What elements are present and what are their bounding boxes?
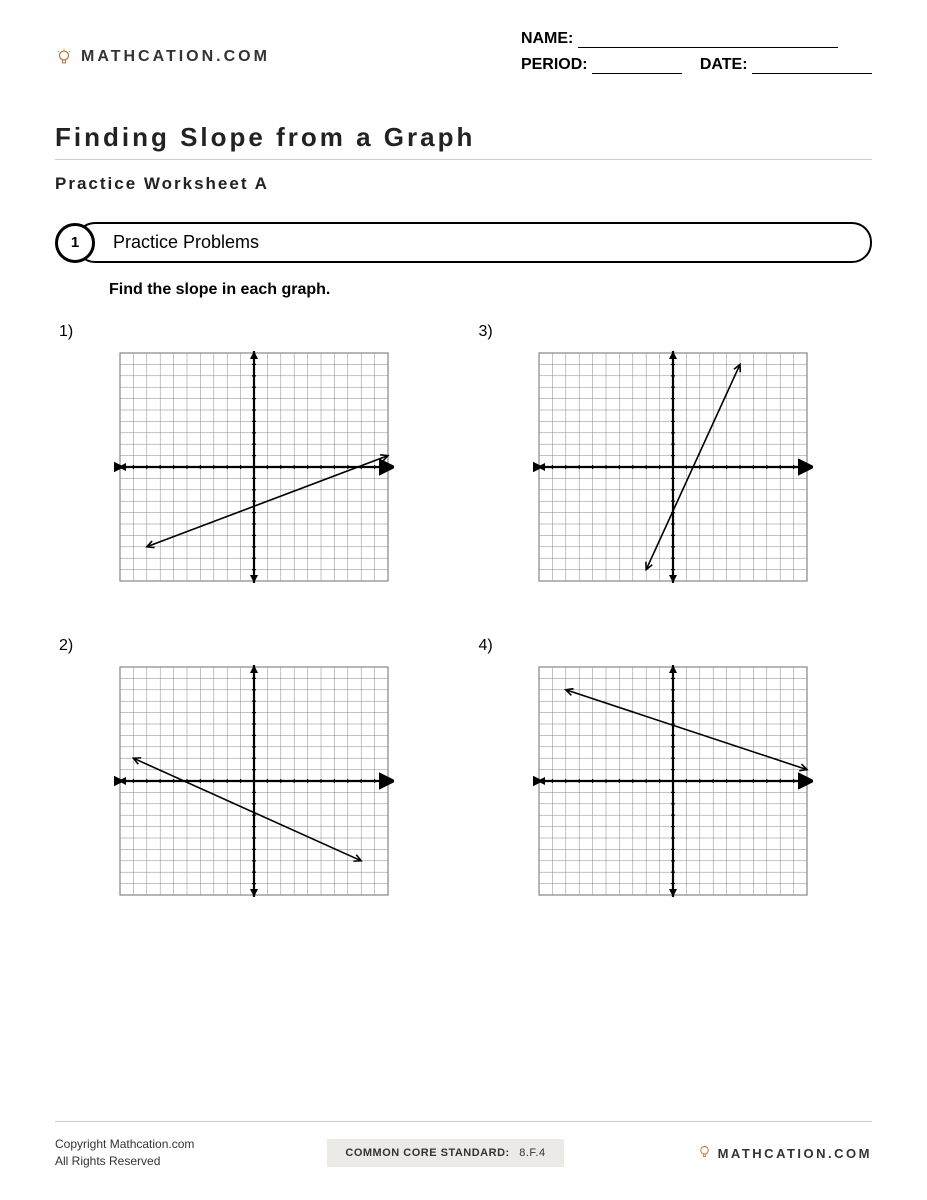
problem-label: 3) — [479, 323, 869, 341]
standard-value: 8.F.4 — [519, 1147, 545, 1159]
coordinate-graph — [533, 661, 813, 901]
page-footer: Copyright Mathcation.com All Rights Rese… — [55, 1121, 872, 1170]
problem: 3) — [479, 323, 869, 587]
title-divider — [55, 159, 872, 160]
page-subtitle: Practice Worksheet A — [55, 174, 872, 194]
problem-label: 1) — [59, 323, 449, 341]
copyright-line1: Copyright Mathcation.com — [55, 1136, 194, 1153]
student-info: NAME: PERIOD: DATE: — [521, 30, 872, 82]
name-label: NAME: — [521, 30, 573, 47]
period-blank[interactable] — [592, 56, 682, 74]
section-label: Practice Problems — [75, 222, 872, 263]
section-header: 1 Practice Problems — [55, 222, 872, 263]
problem: 1) — [59, 323, 449, 587]
problem-label: 4) — [479, 637, 869, 655]
coordinate-graph — [533, 347, 813, 587]
page-title: Finding Slope from a Graph — [55, 122, 872, 153]
problem: 4) — [479, 637, 869, 901]
section-number: 1 — [55, 223, 95, 263]
coordinate-graph — [114, 661, 394, 901]
name-blank[interactable] — [578, 30, 838, 48]
copyright: Copyright Mathcation.com All Rights Rese… — [55, 1136, 194, 1170]
brand-text: MATHCATION.COM — [81, 48, 270, 66]
lightbulb-icon — [55, 48, 73, 66]
problem: 2) — [59, 637, 449, 901]
instruction-text: Find the slope in each graph. — [109, 281, 872, 299]
coordinate-graph — [114, 347, 394, 587]
footer-brand: MATHCATION.COM — [697, 1144, 872, 1162]
common-core-badge: COMMON CORE STANDARD: 8.F.4 — [327, 1139, 563, 1167]
brand-logo: MATHCATION.COM — [55, 30, 270, 66]
problem-label: 2) — [59, 637, 449, 655]
copyright-line2: All Rights Reserved — [55, 1153, 194, 1170]
date-blank[interactable] — [752, 56, 872, 74]
problems-grid: 1) 3) 2) 4) — [55, 323, 872, 901]
period-label: PERIOD: — [521, 56, 588, 73]
standard-label: COMMON CORE STANDARD: — [345, 1147, 509, 1159]
lightbulb-icon — [697, 1144, 712, 1162]
footer-brand-text: MATHCATION.COM — [718, 1146, 872, 1161]
date-label: DATE: — [700, 56, 748, 73]
